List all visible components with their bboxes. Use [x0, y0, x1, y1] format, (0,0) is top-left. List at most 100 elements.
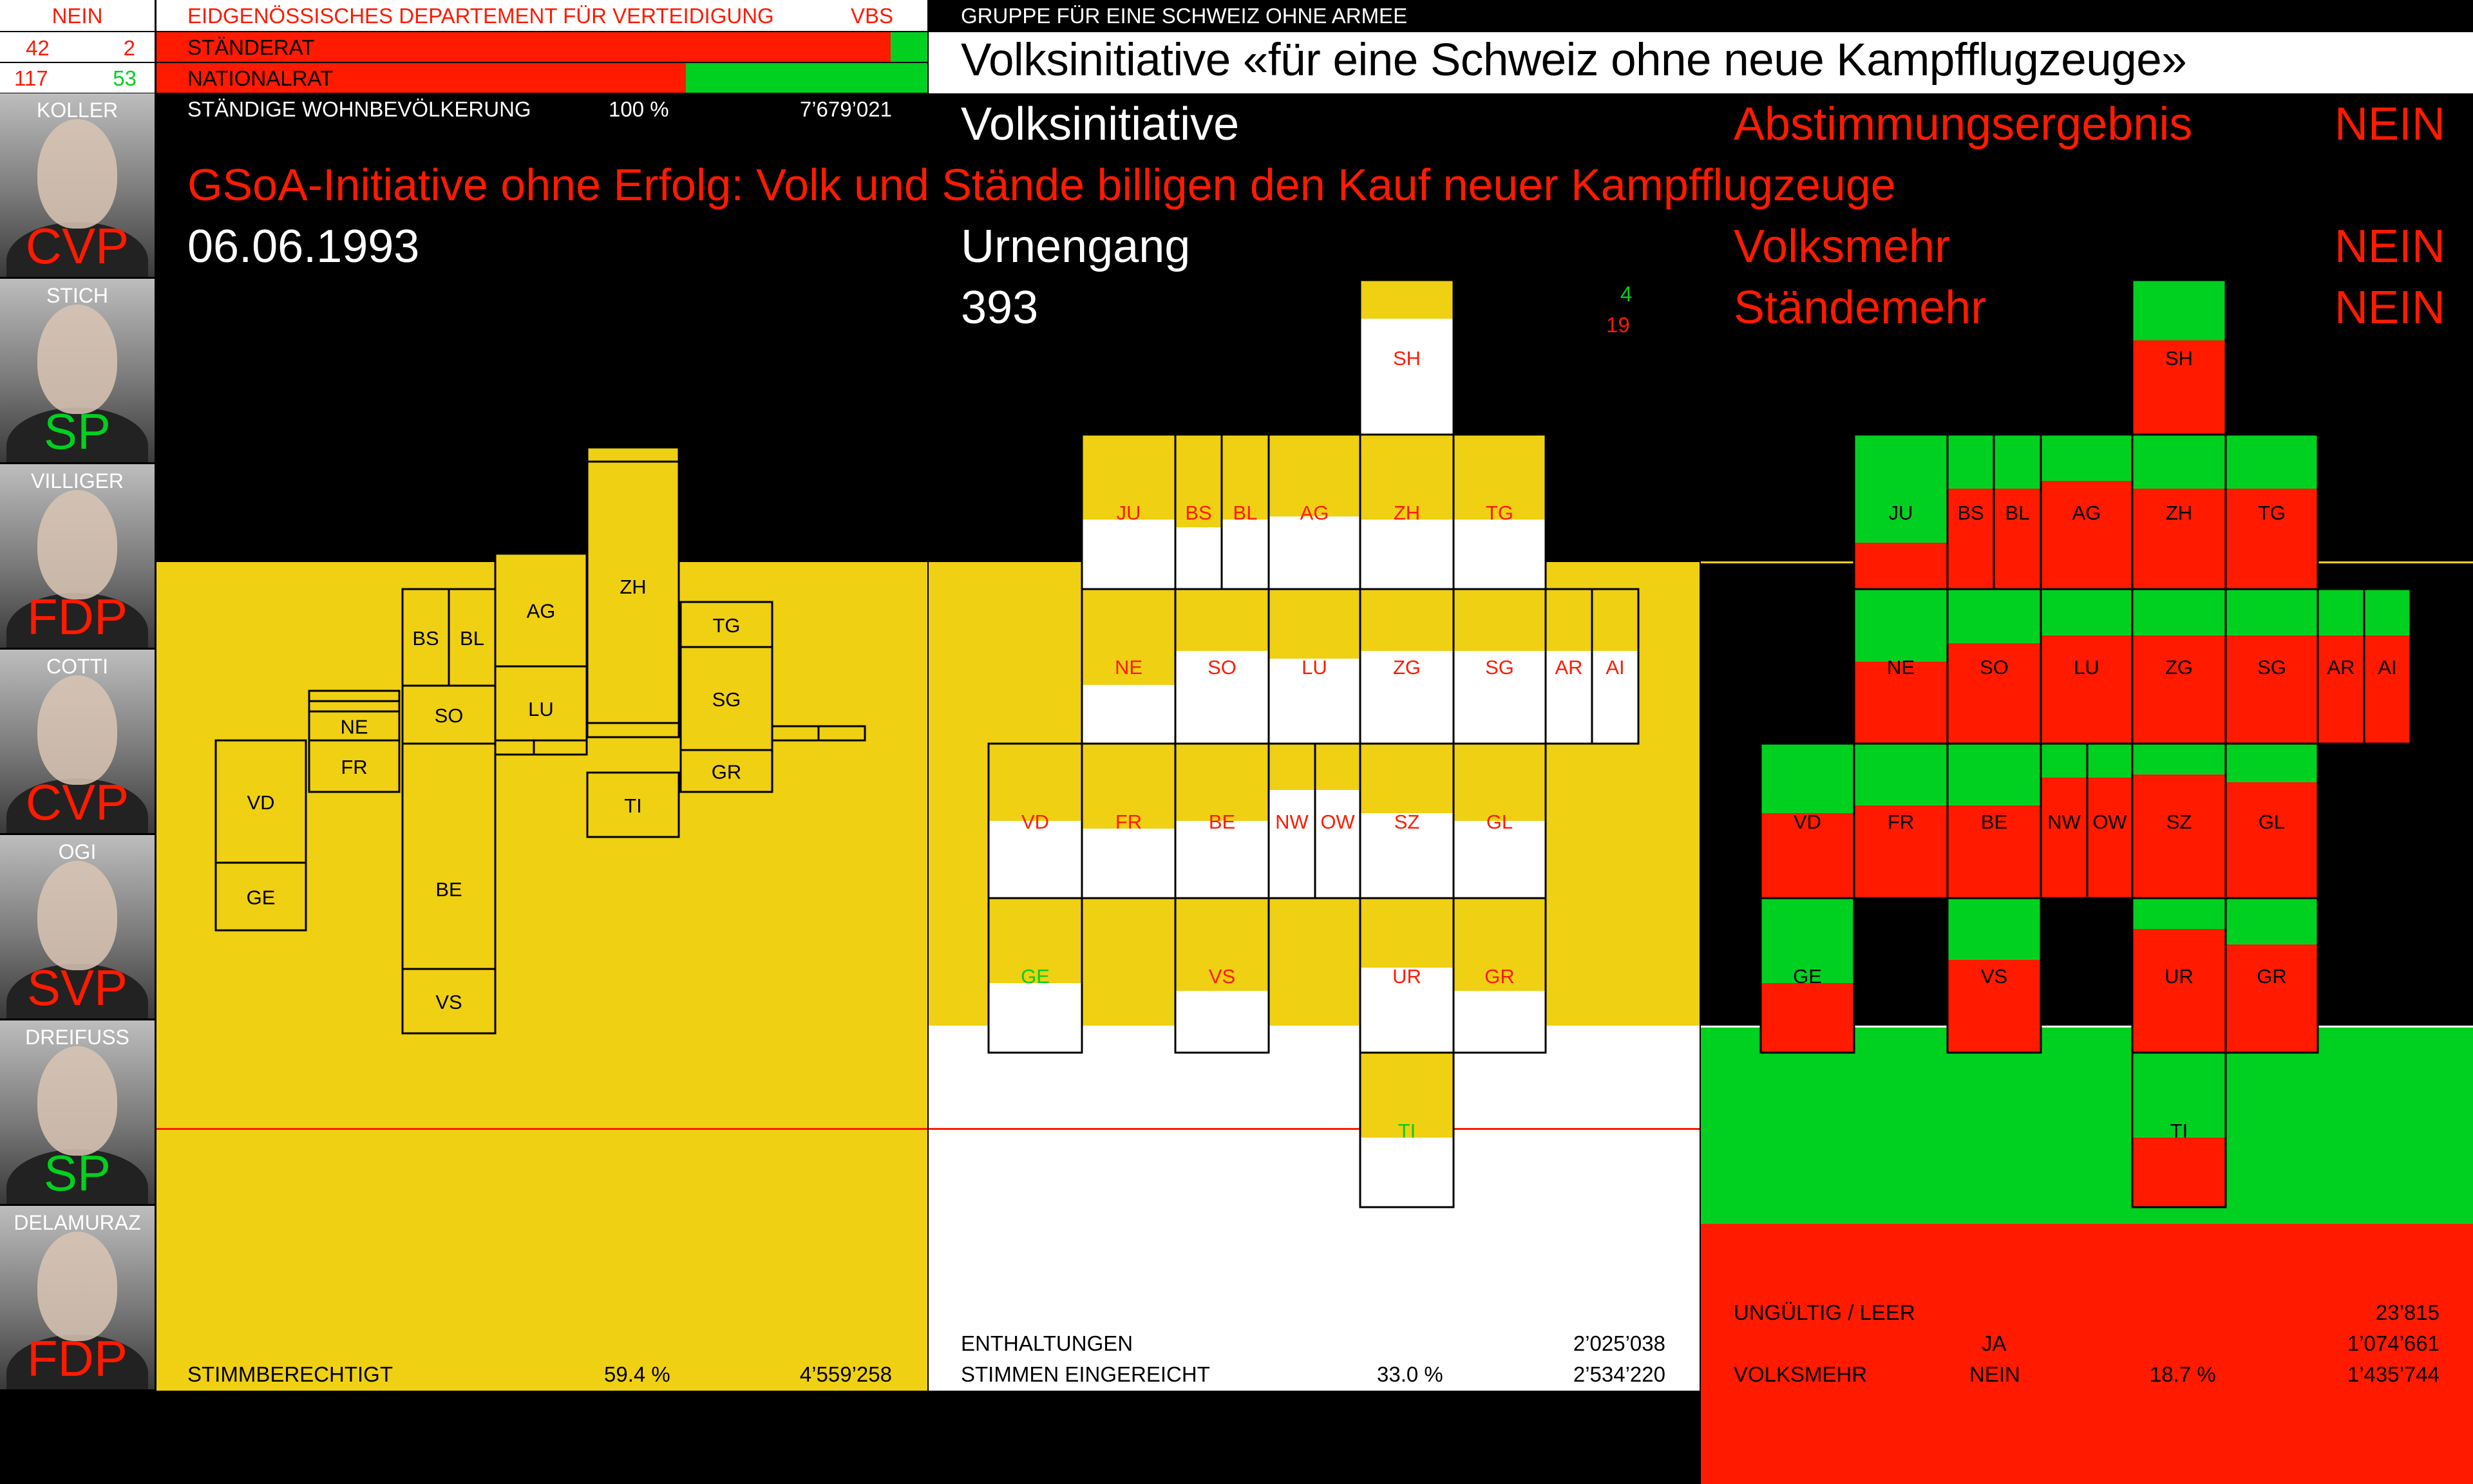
p2-label-bl: BL [1233, 502, 1258, 524]
p2-label-bs: BS [1185, 502, 1211, 524]
p3-yes-be [1947, 744, 2041, 805]
department-bar: EIDGENÖSSISCHES DEPARTEMENT FÜR VERTEIDI… [156, 0, 927, 31]
submitted-label: STIMMEN EINGEREICHT [961, 1362, 1210, 1386]
submitted-pct: 33.0 % [1377, 1362, 1443, 1386]
councillor-card: KOLLER CVP [0, 93, 155, 277]
p2-label-so: SO [1208, 656, 1236, 679]
p1-box-ge [214, 861, 307, 932]
councillor-name: COTTI [46, 655, 108, 678]
p3-label-vd: VD [1794, 811, 1821, 833]
p2-abstention-bl [1222, 435, 1269, 520]
p2-abstention-tg [1454, 435, 1546, 520]
staenderat-yes: 2 [123, 36, 135, 60]
p2-label-lu: LU [1302, 656, 1327, 679]
p1-label-bs: BS [412, 627, 439, 650]
p3-label-lu: LU [2074, 656, 2099, 679]
p1-label-be: BE [435, 878, 462, 901]
p2-label-fr: FR [1115, 811, 1142, 833]
staenderat-label: STÄNDERAT [187, 35, 315, 59]
p2-outline-ai [1591, 588, 1640, 745]
p3-label-ur: UR [2165, 965, 2193, 988]
p3-label-zh: ZH [2166, 502, 2192, 524]
staenderat-count: 42 2 [0, 32, 155, 62]
p1-box-gr [679, 749, 773, 793]
p3-yes-vs [1947, 898, 2041, 960]
p3-yes-ar [2318, 589, 2364, 635]
panel2-heading: Volksinitiative [961, 99, 1240, 150]
p1-label-ti: TI [624, 794, 642, 817]
p3-outline-ai [2363, 588, 2412, 745]
p3-yes-gl [2226, 744, 2318, 782]
councillor-portrait [37, 490, 117, 599]
p1-box-bl [448, 588, 497, 687]
volksmehr-pct: 18.7 % [2150, 1362, 2216, 1386]
p3-label-tg: TG [2258, 502, 2286, 524]
p2-label-ai: AI [1606, 656, 1624, 679]
p1-label-sg: SG [712, 688, 741, 711]
councillor-name: DELAMURAZ [14, 1211, 141, 1234]
p3-yes-ge [1761, 898, 1854, 983]
nationalrat-yes: 53 [113, 66, 137, 90]
p1-box-ag [494, 552, 588, 668]
cantons-yes-count: 4 [1620, 282, 1633, 306]
councillor-card: COTTI CVP [0, 650, 155, 833]
p2-abstention-ti [1360, 1053, 1454, 1138]
councillor-card: DREIFUSS SP [0, 1020, 155, 1204]
population-pct: 100 % [609, 97, 669, 121]
cantons-no-count: 19 [1606, 313, 1630, 337]
p2-abstention-fr [1082, 744, 1175, 829]
p2-abstention-nw [1269, 744, 1315, 790]
councillor-party: SP [43, 403, 111, 460]
result-label: Abstimmungsergebnis [1734, 99, 2193, 150]
councillor-party: CVP [25, 218, 129, 274]
cantonal-value: NEIN [2334, 282, 2445, 333]
p2-label-ur: UR [1392, 965, 1421, 988]
nationalrat-label: NATIONALRAT [187, 66, 334, 90]
p3-yes-ai [2364, 589, 2411, 635]
p2-label-ag: AG [1300, 502, 1329, 524]
p3-label-be: BE [1981, 811, 2007, 833]
cantonal-label: Ständemehr [1734, 282, 1987, 333]
p2-abstention-zh [1360, 435, 1454, 520]
p1-label-bl: BL [460, 627, 484, 650]
p2-label-ti: TI [1398, 1120, 1416, 1142]
p1-box-tg [679, 601, 773, 648]
p2-abstention-ge [989, 898, 1082, 983]
p3-label-sz: SZ [2166, 811, 2192, 833]
councillor-portrait [37, 861, 117, 970]
p3-yes-zh [2132, 435, 2226, 489]
p3-label-fr: FR [1888, 811, 1914, 833]
p2-abstention-ur [1360, 898, 1454, 968]
councillor-party: FDP [27, 588, 128, 645]
result-badge: NEIN [0, 0, 155, 31]
councillor-name: DREIFUSS [25, 1026, 129, 1049]
councillor-portrait [37, 675, 117, 785]
p2-abstention-zg [1360, 589, 1454, 651]
federal-council-sidebar: KOLLER CVP STICH SP VILLIGER FDP COTTI CVP OGI SV… [0, 93, 155, 1391]
p1-label-vd: VD [247, 791, 274, 814]
p2-label-vs: VS [1209, 965, 1235, 988]
p3-label-so: SO [1980, 656, 2009, 679]
p1-box-minor-4 [586, 722, 680, 738]
p2-abstention-so [1175, 589, 1269, 651]
councillor-party: CVP [25, 774, 129, 831]
vote-number: 393 [961, 282, 1039, 333]
councillor-portrait [37, 119, 117, 229]
p3-label-ti: TI [2170, 1120, 2188, 1142]
volksmehr-label: VOLKSMEHR [1734, 1362, 1868, 1386]
p3-yes-ti [2132, 1053, 2226, 1138]
p1-box-fr [308, 739, 401, 793]
popular-value: NEIN [2334, 221, 2445, 272]
councillor-card: VILLIGER FDP [0, 464, 155, 648]
population-value: 7’679’021 [799, 97, 892, 121]
p3-label-ar: AR [2327, 656, 2355, 679]
p3-outline-ti [2131, 1051, 2227, 1208]
p2-label-gr: GR [1484, 965, 1515, 988]
p2-outline-vs [1174, 897, 1270, 1054]
p3-yes-ow [2087, 744, 2132, 778]
p3-label-gl: GL [2259, 811, 2285, 833]
p3-label-ow: OW [2092, 811, 2127, 833]
p2-label-ow: OW [1320, 811, 1355, 833]
p3-yes-lu [2041, 589, 2132, 635]
p1-label-tg: TG [712, 614, 740, 637]
